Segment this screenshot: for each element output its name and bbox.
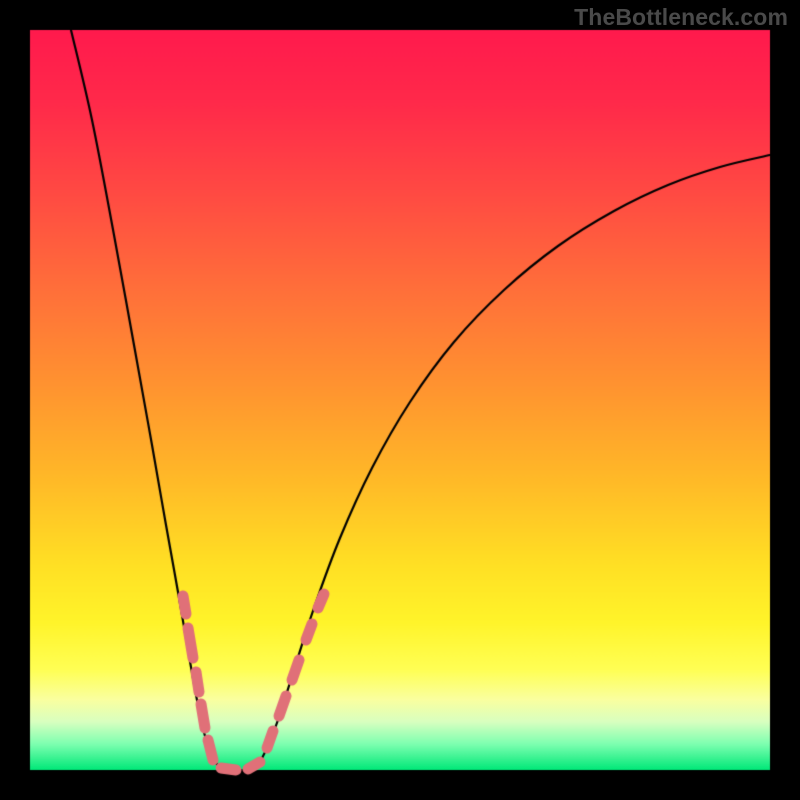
chart-stage: TheBottleneck.com (0, 0, 800, 800)
watermark-text: TheBottleneck.com (574, 4, 788, 31)
bottleneck-curve (0, 0, 800, 800)
